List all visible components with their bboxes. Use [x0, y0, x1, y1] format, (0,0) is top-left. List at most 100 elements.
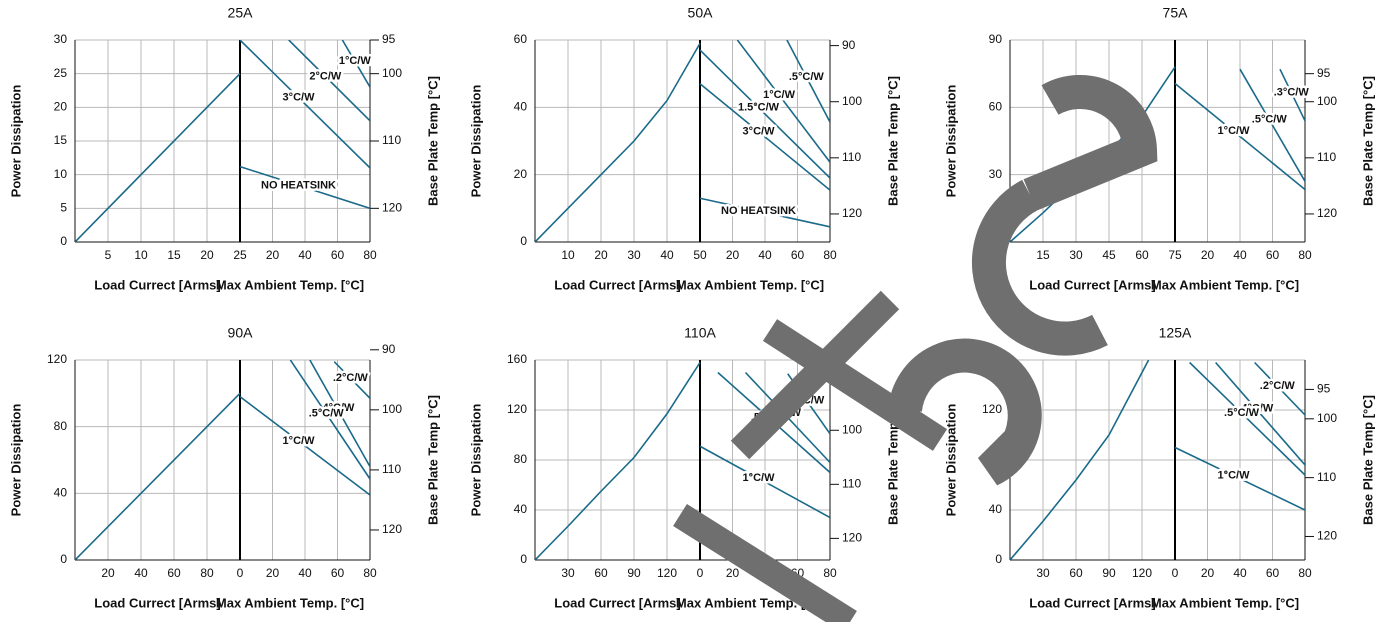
dissipation-line	[75, 73, 241, 242]
x-axis-label: Load Currect [Arms]	[1029, 595, 1155, 610]
x-tick-label: 30	[1036, 566, 1050, 580]
y2-tick-label: 95	[1317, 66, 1331, 80]
series-label: 3°C/W	[283, 91, 316, 103]
x2-tick-label: 0	[1172, 566, 1179, 580]
x-tick-label: 90	[627, 566, 641, 580]
y2-axis-label: Base Plate Temp [°C]	[885, 76, 900, 206]
dissipation-line	[535, 42, 701, 242]
series-label: .2°C/W	[333, 372, 369, 384]
y2-tick-label: 110	[1317, 150, 1336, 164]
y-tick-label: 40	[54, 486, 68, 500]
y-tick-label: 80	[514, 452, 528, 466]
x-tick-label: 60	[594, 566, 608, 580]
y-tick-label: 20	[54, 100, 68, 114]
watermark-stroke	[762, 319, 948, 451]
watermark-stroke	[730, 290, 900, 460]
derating-line	[239, 165, 370, 210]
x2-axis-label: Max Ambient Temp. [°C]	[1151, 277, 1299, 292]
y-axis-label: Power Dissipation	[943, 404, 958, 517]
series-label: .4°C/W	[1238, 403, 1274, 415]
y2-tick-label: 110	[842, 476, 861, 490]
derating-line	[786, 40, 830, 123]
series-label: .5°C/W	[1252, 114, 1288, 126]
x2-tick-label: 20	[1201, 248, 1215, 262]
x2-tick-label: 40	[1233, 566, 1247, 580]
x-tick-label: 30	[1069, 248, 1083, 262]
x-tick-label: 60	[167, 566, 181, 580]
y-tick-label: 60	[989, 100, 1003, 114]
derating-line	[699, 445, 830, 519]
y-tick-label: 120	[47, 352, 67, 366]
y-tick-label: 10	[54, 167, 68, 181]
derating-line	[736, 40, 830, 163]
dissipation-line	[75, 392, 241, 560]
derating-line	[1174, 446, 1305, 511]
y2-tick-label: 110	[1317, 470, 1336, 484]
y2-tick-label: 100	[382, 66, 402, 80]
x-tick-label: 80	[200, 566, 214, 580]
watermark-stroke	[888, 338, 1042, 486]
chart-title: 50A	[688, 5, 714, 21]
x2-tick-label: 40	[758, 248, 772, 262]
y-tick-label: 120	[507, 402, 527, 416]
series-label: NO HEATSINK	[261, 179, 336, 191]
y-axis-label: Power Dissipation	[468, 404, 483, 517]
x-tick-label: 30	[561, 566, 575, 580]
x-axis-label: Load Currect [Arms]	[94, 595, 220, 610]
y2-axis-label: Base Plate Temp [°C]	[425, 76, 440, 206]
derating-line	[699, 49, 830, 179]
y-axis-label: Power Dissipation	[468, 85, 483, 198]
y2-tick-label: 120	[382, 522, 402, 536]
x2-tick-label: 40	[1233, 248, 1247, 262]
y2-tick-label: 100	[842, 422, 862, 436]
x2-tick-label: 60	[331, 248, 345, 262]
x-tick-label: 15	[167, 248, 181, 262]
x-tick-label: 10	[561, 248, 575, 262]
x2-tick-label: 80	[823, 248, 837, 262]
y2-tick-label: 95	[1317, 382, 1331, 396]
y-tick-label: 160	[507, 352, 527, 366]
x-tick-label: 45	[1102, 248, 1116, 262]
chart-title: 125A	[1159, 325, 1192, 341]
x-tick-label: 25	[233, 248, 247, 262]
derating-line	[1279, 68, 1305, 122]
y-tick-label: 60	[514, 32, 528, 46]
y2-tick-label: 120	[382, 201, 402, 215]
x2-tick-label: 60	[791, 248, 805, 262]
y2-axis-label: Base Plate Temp [°C]	[1360, 76, 1375, 206]
y2-tick-label: 90	[842, 38, 856, 52]
series-label: 1.5°C/W	[738, 102, 780, 114]
y2-tick-label: 100	[1317, 411, 1337, 425]
x-tick-label: 75	[1168, 248, 1182, 262]
x-tick-label: 10	[134, 248, 148, 262]
derating-line	[699, 197, 830, 228]
y-tick-label: 0	[520, 234, 527, 248]
series-label: 2°C/W	[309, 70, 342, 82]
y-tick-label: 30	[989, 167, 1003, 181]
y2-tick-label: 95	[382, 32, 396, 46]
y2-axis-label: Base Plate Temp [°C]	[885, 395, 900, 525]
y2-tick-label: 120	[1317, 206, 1337, 220]
series-label: .5°C/W	[789, 71, 825, 83]
derating-line	[1215, 361, 1305, 466]
series-label: NO HEATSINK	[721, 205, 796, 217]
series-label: .4°C/W	[319, 402, 355, 414]
derating-line	[288, 40, 370, 122]
x2-axis-label: Max Ambient Temp. [°C]	[676, 595, 824, 610]
y-tick-label: 40	[989, 502, 1003, 516]
dissipation-line	[535, 362, 701, 560]
derating-line	[1254, 361, 1305, 416]
x2-tick-label: 0	[697, 566, 704, 580]
x-tick-label: 20	[200, 248, 214, 262]
y2-tick-label: 120	[842, 206, 862, 220]
x2-tick-label: 40	[298, 566, 312, 580]
x-tick-label: 20	[101, 566, 115, 580]
x-tick-label: 120	[1132, 566, 1152, 580]
x-axis-label: Load Currect [Arms]	[554, 595, 680, 610]
x2-tick-label: 40	[298, 248, 312, 262]
x-tick-label: 120	[657, 566, 677, 580]
y2-tick-label: 100	[382, 402, 402, 416]
x2-tick-label: 20	[726, 248, 740, 262]
y-tick-label: 120	[982, 402, 1002, 416]
